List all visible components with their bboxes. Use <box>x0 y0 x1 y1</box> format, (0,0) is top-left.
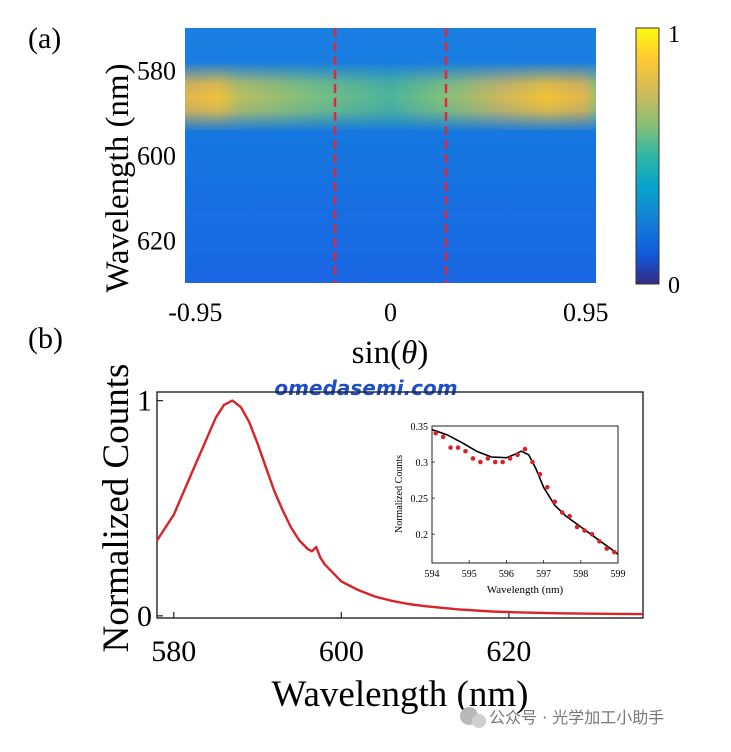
inset-data-point <box>589 531 595 537</box>
inset-x-tick-label: 598 <box>573 569 588 580</box>
inset-x-tick-label: 596 <box>499 569 514 580</box>
heatmap-y-axis-label: Wavelength (nm) <box>100 63 136 292</box>
inset-data-point <box>559 510 565 515</box>
inset-x-tick-label: 597 <box>536 569 551 580</box>
inset-data-point <box>455 445 461 450</box>
heatmap-x-tick-label: -0.95 <box>168 298 222 327</box>
colorbar <box>635 27 660 285</box>
heatmap-y-tick-label: 620 <box>137 227 176 256</box>
inset-data-point <box>485 456 491 461</box>
inset-data-point <box>574 524 580 530</box>
watermark-site: omedasemi.com <box>274 376 457 400</box>
inset-data-point <box>433 430 439 436</box>
inset-data-point <box>611 549 617 555</box>
watermark-account: 公众号 · 光学加工小助手 <box>460 707 664 728</box>
x-label-theta: θ <box>401 335 417 371</box>
inset-data-point <box>530 459 535 465</box>
spectrum-line <box>155 399 644 616</box>
heatmap-y-tick-label: 580 <box>137 57 176 86</box>
inset-data-point <box>470 456 476 461</box>
x-label-close: ) <box>417 335 428 371</box>
heatmap-x-tick-label: 0.95 <box>563 298 609 327</box>
panel-a-label: (a) <box>28 22 61 55</box>
watermark-account-text: 公众号 · 光学加工小助手 <box>489 708 664 727</box>
spectrum-y-tick-label: 1 <box>137 385 152 418</box>
colorbar-min-label: 0 <box>668 273 680 299</box>
inset-x-tick-label: 595 <box>462 569 477 580</box>
inset-data-point <box>552 499 558 505</box>
heatmap-y-tick-label: 600 <box>137 142 176 171</box>
inset-data-point <box>597 539 602 544</box>
inset-data-point <box>500 459 505 465</box>
heatmap-x-tick-label: 0 <box>384 298 397 327</box>
inset-data-point <box>545 484 550 490</box>
inset-data-point <box>507 456 513 461</box>
inset-x-tick-label: 599 <box>611 569 626 580</box>
panel-b-label: (b) <box>28 322 63 355</box>
inset-data-point <box>582 528 587 533</box>
inset-data-point <box>604 546 610 551</box>
inset-data-point <box>463 448 468 454</box>
inset-x-tick-label: 594 <box>425 569 440 580</box>
inset-data-point <box>478 459 483 465</box>
spectrum-y-tick-label: 0 <box>137 600 152 633</box>
heatmap-emission-band <box>185 62 596 132</box>
inset-y-tick-label: 0.2 <box>416 530 429 541</box>
inset-x-axis-label: Wavelength (nm) <box>487 584 564 596</box>
inset-y-axis-label: Normalized Counts <box>394 455 405 533</box>
inset-data-point <box>522 446 528 452</box>
inset-data-point <box>492 459 498 465</box>
spectrum-x-tick-label: 600 <box>319 635 364 668</box>
colorbar-max-label: 1 <box>668 22 680 48</box>
x-label-sin: sin( <box>352 335 402 371</box>
inset-y-tick-label: 0.25 <box>411 494 429 505</box>
wechat-icon-secondary <box>472 714 486 728</box>
inset-data-point <box>440 434 446 440</box>
heatmap <box>185 28 596 283</box>
spectrum-x-tick-label: 580 <box>151 635 196 668</box>
inset-data-point <box>567 513 572 519</box>
inset-data-point <box>515 452 520 458</box>
inset-y-tick-label: 0.3 <box>416 458 429 469</box>
heatmap-x-axis-label: sin(θ) <box>352 335 429 371</box>
spectrum-x-axis-label: Wavelength (nm) <box>272 674 529 715</box>
spectrum-x-tick-label: 620 <box>486 635 531 668</box>
inset-data-point <box>537 472 543 477</box>
inset-data-point <box>448 445 453 450</box>
spectrum-plot-frame <box>156 391 644 619</box>
inset-y-tick-label: 0.35 <box>411 422 429 433</box>
spectrum-y-axis-label: Normalized Counts <box>96 364 137 653</box>
